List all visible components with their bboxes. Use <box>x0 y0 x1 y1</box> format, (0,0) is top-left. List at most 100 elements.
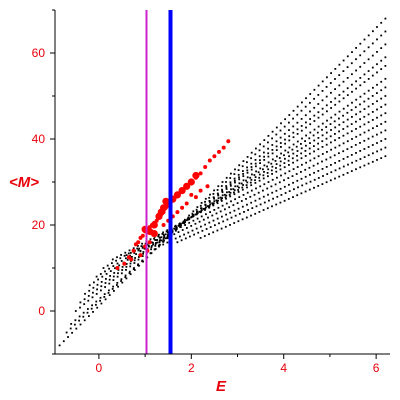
background-point <box>217 185 220 188</box>
background-point <box>359 142 361 144</box>
background-point <box>342 107 345 110</box>
background-point <box>258 173 261 176</box>
background-point <box>309 142 311 144</box>
background-point <box>200 209 203 212</box>
background-point <box>313 145 315 147</box>
background-point <box>309 123 312 126</box>
background-point <box>238 176 240 179</box>
background-point <box>154 239 157 241</box>
background-point <box>329 179 332 182</box>
background-point <box>216 229 219 232</box>
background-point <box>150 241 153 244</box>
background-point <box>287 198 290 200</box>
background-point <box>267 161 270 164</box>
background-point <box>330 148 332 151</box>
background-point <box>376 150 378 153</box>
background-point <box>325 86 328 88</box>
background-point <box>234 181 236 184</box>
background-point <box>275 203 278 206</box>
background-point <box>304 140 306 142</box>
background-point <box>203 235 206 237</box>
background-point <box>221 194 224 197</box>
background-point <box>275 126 278 129</box>
background-point <box>113 272 116 274</box>
background-point <box>95 303 97 306</box>
background-point <box>119 257 122 260</box>
background-point <box>202 218 205 221</box>
background-point <box>313 157 316 160</box>
background-point <box>246 166 248 169</box>
background-point <box>291 175 294 177</box>
background-point <box>234 198 236 201</box>
background-point <box>384 129 387 132</box>
background-point <box>300 143 302 145</box>
background-point <box>246 161 248 164</box>
background-point <box>376 108 378 111</box>
background-point <box>121 281 124 284</box>
background-point <box>236 202 239 204</box>
background-point <box>376 83 378 86</box>
background-point <box>200 207 203 210</box>
background-point <box>333 154 336 157</box>
background-point <box>211 214 214 217</box>
background-point <box>312 164 315 167</box>
background-point <box>351 138 353 140</box>
highlight-point <box>161 223 166 227</box>
background-point <box>372 127 374 130</box>
background-point <box>142 252 144 255</box>
background-point <box>250 168 253 171</box>
background-point <box>338 137 341 139</box>
background-point <box>279 164 282 167</box>
background-point <box>271 137 273 140</box>
background-point <box>245 216 248 219</box>
background-point <box>367 146 370 148</box>
background-point <box>228 191 230 193</box>
background-point <box>271 158 274 161</box>
background-point <box>226 191 228 194</box>
background-point <box>359 42 362 45</box>
background-point <box>355 87 357 90</box>
background-point <box>384 65 387 67</box>
background-point <box>62 340 65 343</box>
background-point <box>313 150 315 153</box>
background-point <box>249 176 252 179</box>
background-point <box>308 188 311 191</box>
background-point <box>380 97 383 100</box>
background-point <box>359 125 362 128</box>
background-point <box>372 86 374 89</box>
background-point <box>240 182 243 185</box>
background-point <box>88 315 90 317</box>
background-point <box>179 235 181 238</box>
background-point <box>384 155 387 158</box>
background-point <box>346 94 349 96</box>
background-point <box>292 136 295 139</box>
background-point <box>372 30 374 33</box>
background-point <box>287 151 290 154</box>
background-point <box>346 148 349 150</box>
background-point <box>304 105 307 108</box>
background-point <box>263 183 266 186</box>
background-point <box>301 163 303 166</box>
background-point <box>338 152 340 155</box>
background-point <box>233 222 236 224</box>
background-point <box>79 301 82 304</box>
background-point <box>164 233 167 236</box>
background-point <box>111 288 114 290</box>
background-point <box>224 225 227 228</box>
background-point <box>199 237 202 239</box>
background-point <box>334 88 336 90</box>
background-point <box>258 155 261 158</box>
background-point <box>112 275 115 278</box>
background-point <box>305 121 307 124</box>
background-point <box>234 185 237 188</box>
background-point <box>215 199 218 202</box>
background-point <box>384 56 387 59</box>
background-point <box>367 113 370 116</box>
background-point <box>163 239 165 242</box>
background-point <box>346 140 349 143</box>
background-point <box>209 193 211 196</box>
background-point <box>128 272 131 274</box>
background-point <box>158 245 160 248</box>
background-point <box>141 259 144 262</box>
background-point <box>296 154 298 157</box>
